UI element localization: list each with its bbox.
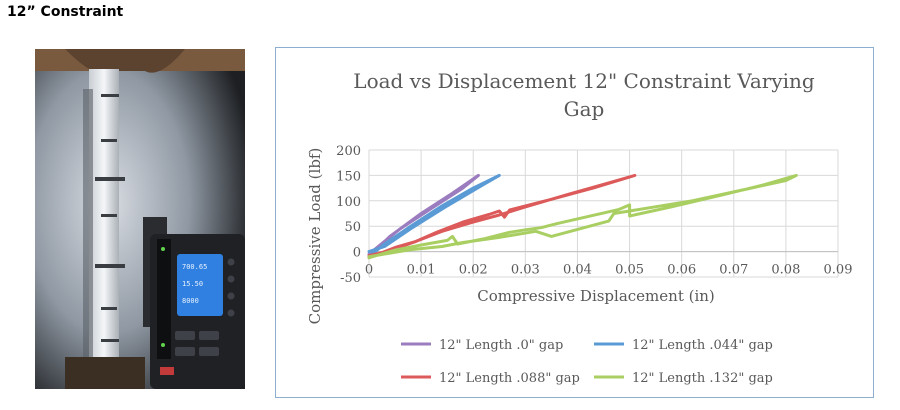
- legend-label-3: 12" Length .132" gap: [632, 371, 773, 386]
- chart-title-line-2: Gap: [564, 97, 605, 121]
- gauge-readout-1: 700.65: [182, 263, 207, 271]
- x-axis-title: Compressive Displacement (in): [477, 287, 715, 305]
- x-tick-label: 0.04: [563, 263, 592, 278]
- axis-tick-labels: -50 0 50 100 150 200 0 0.01 0.02 0.03 0.04 0.05 0.06…: [336, 144, 852, 286]
- series-line-2: [367, 173, 637, 260]
- x-tick-label: 0.06: [667, 263, 696, 278]
- y-tick-label: 100: [336, 195, 361, 210]
- section-heading: 12” Constraint: [7, 4, 124, 20]
- y-tick-label: -50: [340, 271, 361, 286]
- y-tick-label: 0: [353, 246, 361, 261]
- y-axis-title: Compressive Load (lbf): [306, 148, 324, 325]
- x-tick-label: 0.05: [615, 263, 644, 278]
- plot-area: [367, 173, 798, 260]
- x-tick-label: 0.07: [719, 263, 748, 278]
- chart-frame: Load vs Displacement 12" Constraint Vary…: [275, 47, 874, 398]
- x-tick-label: 0: [365, 263, 373, 278]
- x-tick-label: 0.01: [407, 263, 436, 278]
- specimen-rod: [89, 69, 119, 369]
- test-rig-photo: 700.65 15.50 8000: [35, 49, 245, 389]
- y-tick-label: 50: [344, 220, 361, 235]
- gauge-readout-3: 8000: [182, 297, 199, 305]
- legend-label-1: 12" Length .044" gap: [632, 338, 773, 353]
- x-tick-label: 0.02: [459, 263, 488, 278]
- legend-label-2: 12" Length .088" gap: [439, 371, 580, 386]
- series-line-0: [367, 173, 480, 259]
- chart-legend: 12" Length .0" gap 12" Length .044" gap 12…: [401, 338, 773, 386]
- chart-grid: [368, 149, 839, 278]
- series-line-1: [367, 173, 501, 259]
- load-displacement-chart: Load vs Displacement 12" Constraint Vary…: [306, 69, 852, 386]
- chart-title-line-1: Load vs Displacement 12" Constraint Vary…: [353, 69, 815, 93]
- x-tick-label: 0.08: [771, 263, 800, 278]
- y-tick-label: 150: [336, 169, 361, 184]
- series-line-3: [367, 173, 798, 260]
- x-tick-label: 0.09: [824, 263, 853, 278]
- y-tick-label: 200: [336, 144, 361, 159]
- legend-label-0: 12" Length .0" gap: [439, 338, 563, 353]
- gauge-screen: [177, 254, 223, 316]
- x-tick-label: 0.03: [511, 263, 540, 278]
- gauge-readout-2: 15.50: [182, 280, 203, 288]
